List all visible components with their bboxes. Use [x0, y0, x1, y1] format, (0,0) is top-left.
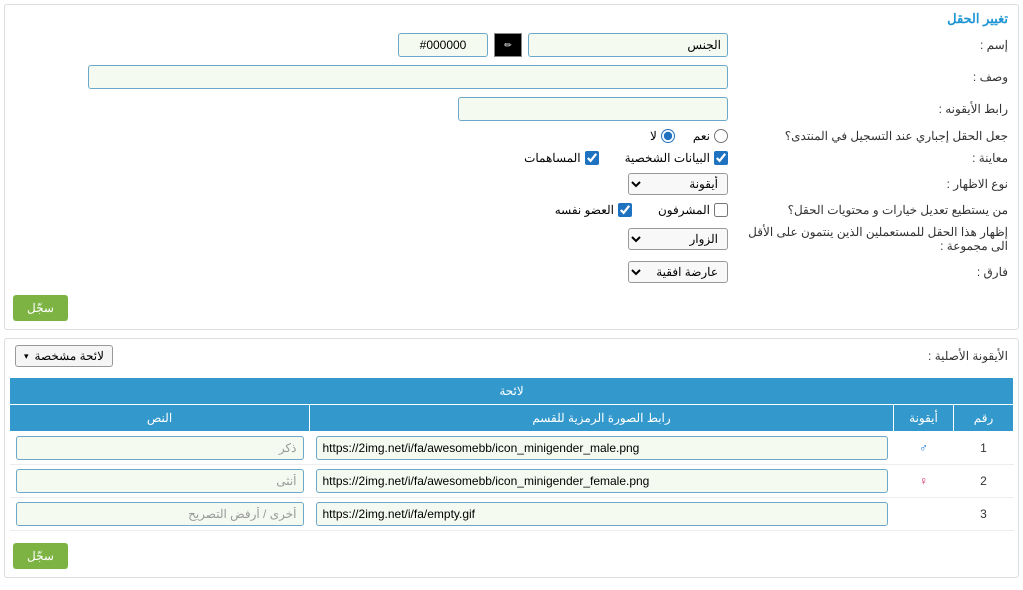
chk-mods-label[interactable]: المشرفون	[658, 203, 728, 217]
cell-icon: ♂	[894, 432, 954, 465]
row-preview: معاينة : البيانات الشخصية المساهمات	[5, 147, 1018, 169]
save-button-1[interactable]: سجّل	[13, 295, 68, 321]
th-num: رقم	[954, 405, 1014, 432]
table-row: 3	[10, 498, 1014, 531]
save-button-2[interactable]: سجّل	[13, 543, 68, 569]
cell-text	[10, 465, 310, 498]
table-row: 2♀	[10, 465, 1014, 498]
color-swatch[interactable]: ✏	[494, 33, 522, 57]
radio-no[interactable]	[661, 129, 675, 143]
table-top-header: لائحة	[10, 378, 1014, 405]
row-gap: فارق : عارضة افقية	[5, 257, 1018, 287]
th-text: النص	[10, 405, 310, 432]
chevron-down-icon: ▾	[24, 351, 29, 362]
cell-num: 2	[954, 465, 1014, 498]
row-icon-link: رابط الأيقونه :	[5, 93, 1018, 125]
label-who-edit: من يستطيع تعديل خيارات و محتويات الحقل؟	[728, 203, 1008, 217]
chk-contrib-label[interactable]: المساهمات	[524, 151, 599, 165]
cell-url	[310, 432, 894, 465]
row-desc: وصف :	[5, 61, 1018, 93]
icon-link-input[interactable]	[458, 97, 728, 121]
icons-title: الأيقونة الأصلية :	[928, 349, 1008, 363]
change-field-panel: تغيير الحقل إسم : ✏ وصف : رابط الأيقونه …	[4, 4, 1019, 330]
label-show-group: إظهار هذا الحقل للمستعملين الذين ينتمون …	[728, 225, 1008, 253]
label-name: إسم :	[728, 38, 1008, 52]
text-input[interactable]	[16, 469, 304, 493]
panel-title: تغيير الحقل	[5, 5, 1018, 29]
cell-icon	[894, 498, 954, 531]
label-preview: معاينة :	[728, 151, 1008, 165]
text-input[interactable]	[16, 502, 304, 526]
row-show-group: إظهار هذا الحقل للمستعملين الذين ينتمون …	[5, 221, 1018, 257]
url-input[interactable]	[316, 502, 888, 526]
row-who-edit: من يستطيع تعديل خيارات و محتويات الحقل؟ …	[5, 199, 1018, 221]
cell-num: 3	[954, 498, 1014, 531]
cell-icon: ♀	[894, 465, 954, 498]
show-group-select[interactable]: الزوار	[628, 228, 728, 250]
label-gap: فارق :	[728, 265, 1008, 279]
cell-url	[310, 498, 894, 531]
cell-text	[10, 498, 310, 531]
cell-text	[10, 432, 310, 465]
label-required: جعل الحقل إجباري عند التسجيل في المنتدى؟	[728, 129, 1008, 143]
cell-num: 1	[954, 432, 1014, 465]
th-url: رابط الصورة الرمزية للقسم	[310, 405, 894, 432]
list-type-dropdown[interactable]: لائحة مشخصة ▾	[15, 345, 113, 367]
chk-mods[interactable]	[714, 203, 728, 217]
display-type-select[interactable]: أيقونة	[628, 173, 728, 195]
color-input[interactable]	[398, 33, 488, 57]
radio-no-label[interactable]: لا	[650, 129, 675, 143]
chk-contrib[interactable]	[585, 151, 599, 165]
cell-url	[310, 465, 894, 498]
label-icon-link: رابط الأيقونه :	[728, 102, 1008, 116]
row-required: جعل الحقل إجباري عند التسجيل في المنتدى؟…	[5, 125, 1018, 147]
name-input[interactable]	[528, 33, 728, 57]
gap-select[interactable]: عارضة افقية	[628, 261, 728, 283]
table-row: 1♂	[10, 432, 1014, 465]
row-name: إسم : ✏	[5, 29, 1018, 61]
radio-yes[interactable]	[714, 129, 728, 143]
icons-panel: الأيقونة الأصلية : لائحة مشخصة ▾ لائحة ر…	[4, 338, 1019, 578]
label-display-type: نوع الاظهار :	[728, 177, 1008, 191]
icons-table: لائحة رقم أيقونة رابط الصورة الرمزية للق…	[9, 377, 1014, 531]
chk-self[interactable]	[618, 203, 632, 217]
chk-personal[interactable]	[714, 151, 728, 165]
row-display-type: نوع الاظهار : أيقونة	[5, 169, 1018, 199]
chk-personal-label[interactable]: البيانات الشخصية	[625, 151, 728, 165]
desc-input[interactable]	[88, 65, 728, 89]
th-icon: أيقونة	[894, 405, 954, 432]
radio-yes-label[interactable]: نعم	[693, 129, 728, 143]
url-input[interactable]	[316, 469, 888, 493]
url-input[interactable]	[316, 436, 888, 460]
text-input[interactable]	[16, 436, 304, 460]
chk-self-label[interactable]: العضو نفسه	[555, 203, 632, 217]
label-desc: وصف :	[728, 70, 1008, 84]
